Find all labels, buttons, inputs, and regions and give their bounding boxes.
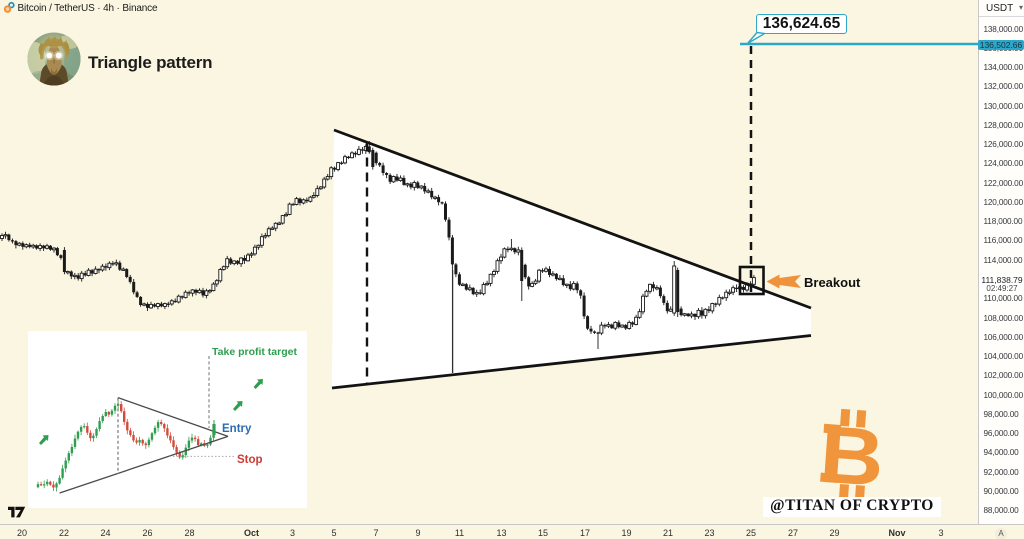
svg-text:Entry: Entry — [222, 423, 252, 435]
svg-text:Take profit target: Take profit target — [212, 346, 297, 358]
svg-text:Stop: Stop — [237, 454, 263, 466]
svg-text:B: B — [817, 410, 887, 504]
